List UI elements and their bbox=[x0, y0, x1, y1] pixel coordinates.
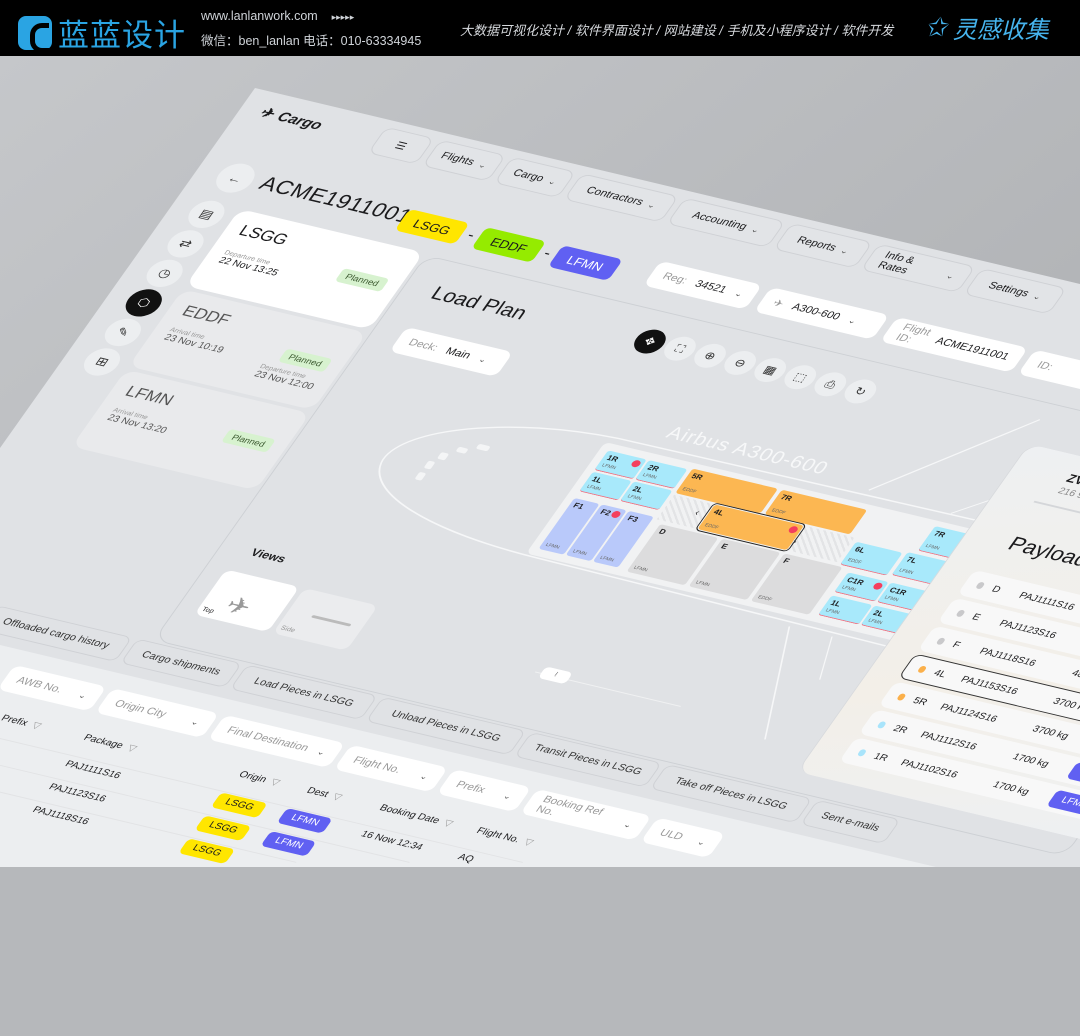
payload-weight: 1700 kg bbox=[1010, 751, 1052, 769]
slot-destination: LFMN bbox=[600, 462, 618, 471]
grip-icon: ⦙ bbox=[552, 671, 559, 678]
payload-header-title: ZV bbox=[1063, 471, 1080, 488]
services-list: 大数据可视化设计 / 软件界面设计 / 网站建设 / 手机及小程序设计 / 软件… bbox=[460, 23, 894, 38]
slot-destination: LFMN bbox=[641, 472, 658, 481]
plane-side-icon bbox=[310, 614, 352, 627]
status-dot-icon bbox=[955, 609, 966, 618]
chevron-down-icon: ⌄ bbox=[315, 746, 329, 757]
filter-placeholder: Prefix bbox=[453, 779, 488, 796]
brand-logo: 蓝蓝设计 bbox=[18, 10, 186, 55]
payload-weight: 3700 kg bbox=[1030, 723, 1072, 742]
plane-top-icon: ✈ bbox=[219, 591, 259, 621]
brand-logo-icon bbox=[18, 15, 52, 53]
site-url: www.lanlanwork.com ▸▸▸▸▸ bbox=[201, 9, 354, 23]
payload-header-sub: 216 9 bbox=[1055, 486, 1080, 501]
payload-weight: 1700 kg bbox=[990, 779, 1032, 797]
status-dot-icon bbox=[935, 637, 947, 646]
status-dot-icon bbox=[896, 693, 907, 702]
site-banner: 蓝蓝设计 www.lanlanwork.com ▸▸▸▸▸ 微信：ben_lan… bbox=[0, 0, 1080, 56]
status-dot-icon bbox=[975, 581, 986, 590]
slot-destination: LFMN bbox=[824, 607, 841, 616]
view-side-label: Side bbox=[278, 625, 297, 635]
slot-destination: LFMN bbox=[626, 493, 643, 502]
payload-title: Payload bbox=[1003, 532, 1080, 572]
view-top-label: Top bbox=[200, 606, 216, 615]
cockpit-windows bbox=[415, 444, 490, 481]
payload-weight: 3700 kg bbox=[1050, 696, 1080, 714]
status-dot-icon bbox=[876, 720, 887, 729]
slot-destination: LFMN bbox=[897, 567, 915, 576]
slot-destination: LFMN bbox=[840, 584, 857, 593]
filter-placeholder: ULD bbox=[657, 827, 686, 843]
slot-destination: EDDF bbox=[770, 507, 787, 516]
slot-destination: EDDF bbox=[846, 557, 863, 566]
chevron-down-icon: ⌄ bbox=[76, 690, 90, 700]
chevron-down-icon: ⌄ bbox=[695, 836, 709, 847]
slot-id: F1 bbox=[571, 501, 586, 511]
slot-destination: LFMN bbox=[632, 565, 649, 574]
status-dot-icon bbox=[856, 748, 868, 757]
slot-destination: LFMN bbox=[571, 548, 588, 557]
brand-name: 蓝蓝设计 bbox=[58, 18, 186, 54]
status-dot-icon bbox=[916, 665, 928, 674]
chevron-down-icon: ⌄ bbox=[417, 770, 432, 781]
slot-destination: EDDF bbox=[756, 594, 774, 603]
slot-destination: LFMN bbox=[882, 594, 900, 603]
aircraft-outline bbox=[378, 419, 1076, 740]
contact-info: 微信：ben_lanlan 电话：010-63334945 bbox=[201, 34, 422, 48]
chevron-down-icon: ⌄ bbox=[501, 790, 515, 801]
filter-placeholder: Origin City bbox=[112, 698, 169, 720]
slot-destination: LFMN bbox=[866, 617, 884, 626]
cargo-app-screen: ✈ Cargo ☰ Flights ⌄ Cargo ⌄ Contractors ⌄ Accou… bbox=[0, 88, 1080, 865]
inspiration-text: 灵感收集 bbox=[952, 17, 1049, 44]
chevron-down-icon: ⌄ bbox=[621, 819, 635, 830]
star-icon: ✩ bbox=[925, 12, 947, 42]
chevron-down-icon: ⌄ bbox=[188, 716, 203, 727]
slot-destination: LFMN bbox=[544, 542, 561, 551]
filter-placeholder: AWB No. bbox=[14, 675, 65, 696]
inspiration-logo: ✩ 灵感收集 bbox=[925, 10, 1049, 45]
slot-destination: EDDF bbox=[680, 486, 698, 495]
slot-destination: LFMN bbox=[923, 543, 941, 552]
slot-destination: LFMN bbox=[585, 484, 602, 493]
site-url-text: www.lanlanwork.com bbox=[201, 9, 318, 23]
slot-id: F3 bbox=[625, 514, 640, 524]
arrows-icon: ▸▸▸▸▸ bbox=[331, 12, 355, 22]
slot-destination: LFMN bbox=[694, 579, 711, 588]
slot-destination: LFMN bbox=[598, 555, 616, 564]
filter-placeholder: Flight No. bbox=[350, 754, 404, 776]
slot-destination: EDDF bbox=[703, 522, 720, 531]
